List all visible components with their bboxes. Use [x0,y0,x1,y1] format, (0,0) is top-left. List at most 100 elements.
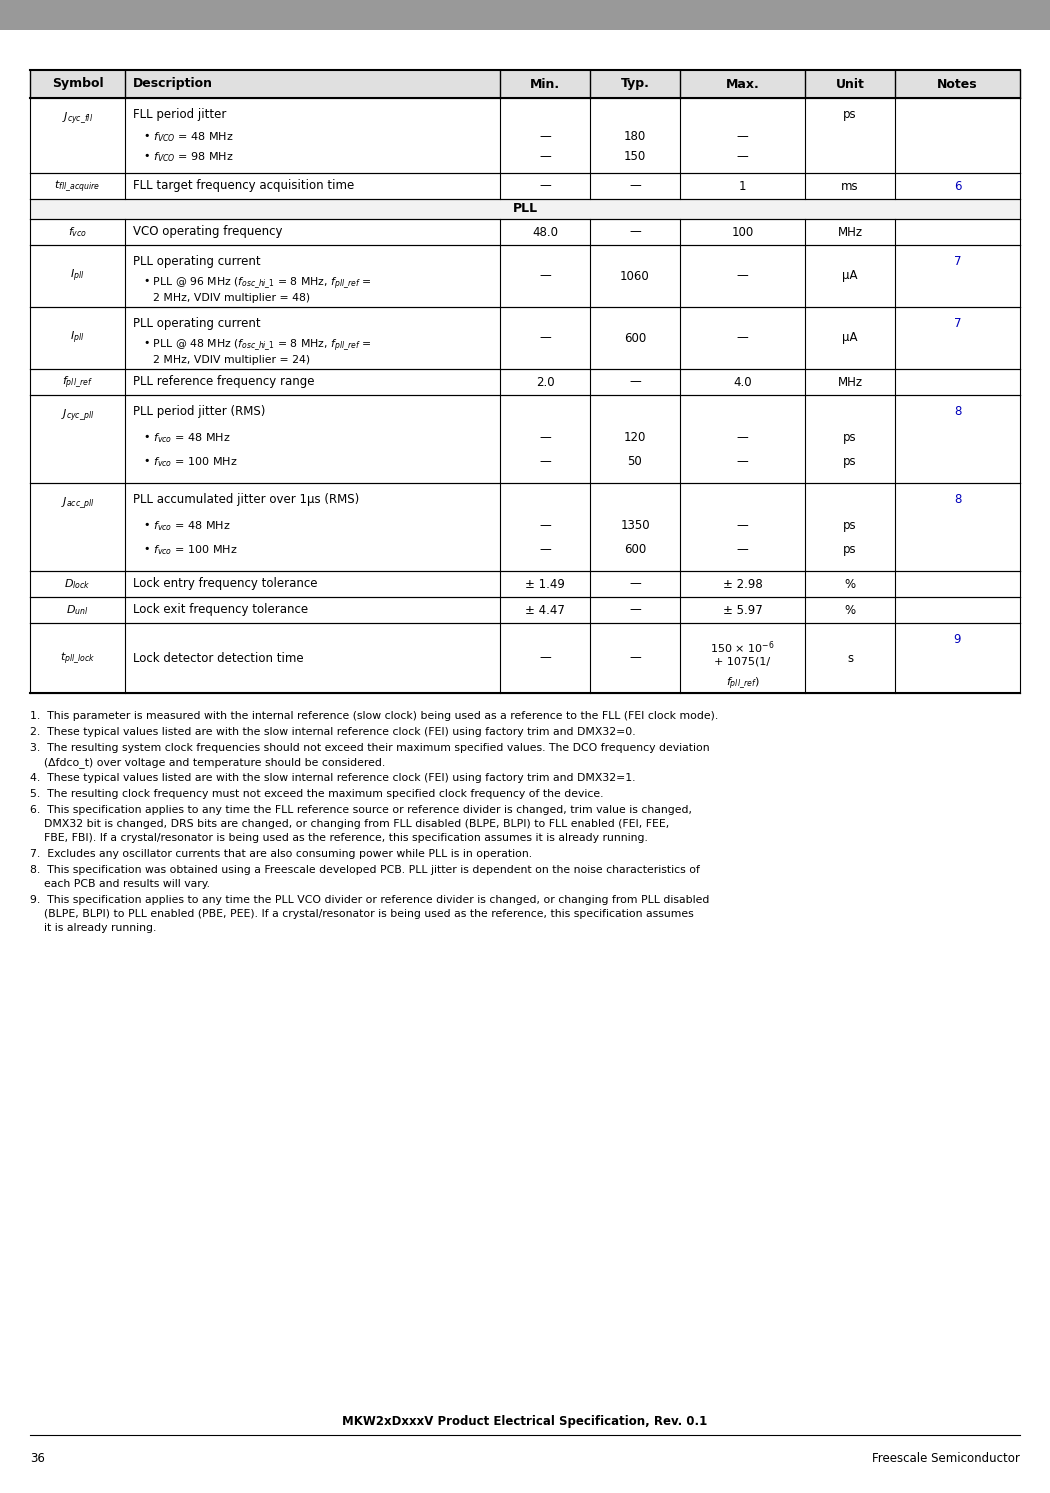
Text: ps: ps [843,107,857,121]
Text: 1350: 1350 [621,520,650,532]
Text: ps: ps [843,520,857,532]
Text: each PCB and results will vary.: each PCB and results will vary. [30,879,210,888]
Text: FLL period jitter: FLL period jitter [133,107,227,121]
Text: DMX32 bit is changed, DRS bits are changed, or changing from FLL disabled (BLPE,: DMX32 bit is changed, DRS bits are chang… [30,820,669,829]
Text: Description: Description [133,78,213,91]
Text: 2 MHz, VDIV multiplier = 24): 2 MHz, VDIV multiplier = 24) [153,355,310,364]
Text: ps: ps [843,543,857,555]
Text: 36: 36 [30,1453,45,1465]
Text: —: — [737,520,749,532]
Text: 150 × 10$^{-6}$: 150 × 10$^{-6}$ [710,639,775,655]
Text: 6.  This specification applies to any time the FLL reference source or reference: 6. This specification applies to any tim… [30,805,692,815]
Text: $t_{pll\_lock}$: $t_{pll\_lock}$ [60,649,96,666]
Text: • $f_{vco}$ = 48 MHz: • $f_{vco}$ = 48 MHz [143,431,230,445]
Text: $f_{pll\_ref}$): $f_{pll\_ref}$) [726,675,759,691]
Text: —: — [539,130,551,143]
Text: • $f_{vco}$ = 48 MHz: • $f_{vco}$ = 48 MHz [143,520,230,533]
Text: —: — [539,455,551,467]
Text: 48.0: 48.0 [532,225,558,239]
Text: it is already running.: it is already running. [30,923,156,933]
Text: —: — [539,520,551,532]
Text: 6: 6 [953,179,961,193]
Text: —: — [737,331,749,345]
Text: Unit: Unit [836,78,864,91]
Text: 8: 8 [953,405,961,418]
Text: —: — [737,543,749,555]
Text: PLL reference frequency range: PLL reference frequency range [133,376,315,388]
Text: MHz: MHz [838,376,862,388]
Text: PLL operating current: PLL operating current [133,255,260,269]
Text: —: — [737,431,749,443]
Text: Typ.: Typ. [621,78,650,91]
Text: ps: ps [843,455,857,467]
Text: 8: 8 [953,493,961,506]
Text: $J_{cyc\_fll}$: $J_{cyc\_fll}$ [62,110,93,125]
Text: 5.  The resulting clock frequency must not exceed the maximum specified clock fr: 5. The resulting clock frequency must no… [30,788,604,799]
Text: —: — [629,376,640,388]
Text: + 1075(1/: + 1075(1/ [714,657,771,667]
Text: (BLPE, BLPI) to PLL enabled (PBE, PEE). If a crystal/resonator is being used as : (BLPE, BLPI) to PLL enabled (PBE, PEE). … [30,909,694,920]
Text: 600: 600 [624,543,646,555]
Text: —: — [629,578,640,591]
Text: Lock exit frequency tolerance: Lock exit frequency tolerance [133,603,308,617]
Text: —: — [737,130,749,143]
Text: MKW2xDxxxV Product Electrical Specification, Rev. 0.1: MKW2xDxxxV Product Electrical Specificat… [342,1415,708,1427]
Text: ps: ps [843,431,857,443]
Text: Lock detector detection time: Lock detector detection time [133,651,303,664]
Text: —: — [539,543,551,555]
Text: —: — [629,225,640,239]
Text: 600: 600 [624,331,646,345]
Text: 7: 7 [953,255,961,269]
Text: PLL period jitter (RMS): PLL period jitter (RMS) [133,405,266,418]
Text: • $f_{VCO}$ = 98 MHz: • $f_{VCO}$ = 98 MHz [143,149,234,164]
Text: 7: 7 [953,317,961,330]
Text: 9.  This specification applies to any time the PLL VCO divider or reference divi: 9. This specification applies to any tim… [30,894,710,905]
Text: PLL: PLL [512,203,538,215]
Text: $I_{pll}$: $I_{pll}$ [70,267,85,284]
Text: MHz: MHz [838,225,862,239]
Bar [0,0,1050,30]
Text: 4.  These typical values listed are with the slow internal reference clock (FEI): 4. These typical values listed are with … [30,773,635,782]
Text: $J_{acc\_pll}$: $J_{acc\_pll}$ [61,496,94,511]
Text: Max.: Max. [726,78,759,91]
Text: —: — [737,455,749,467]
Text: ± 4.47: ± 4.47 [525,603,565,617]
Text: 4.0: 4.0 [733,376,752,388]
Text: 9: 9 [953,633,961,646]
Text: 100: 100 [732,225,754,239]
Text: —: — [539,331,551,345]
Text: —: — [539,651,551,664]
Text: Notes: Notes [938,78,978,91]
Text: Lock entry frequency tolerance: Lock entry frequency tolerance [133,578,317,591]
Text: Symbol: Symbol [51,78,103,91]
Text: PLL operating current: PLL operating current [133,317,260,330]
Text: %: % [844,603,856,617]
Text: 1.  This parameter is measured with the internal reference (slow clock) being us: 1. This parameter is measured with the i… [30,711,718,721]
Text: μA: μA [842,331,858,345]
Text: Freescale Semiconductor: Freescale Semiconductor [873,1453,1020,1465]
Text: ms: ms [841,179,859,193]
Text: —: — [539,270,551,282]
Text: • PLL @ 48 MHz ($f_{osc\_hi\_1}$ = 8 MHz, $f_{pll\_ref}$ =: • PLL @ 48 MHz ($f_{osc\_hi\_1}$ = 8 MHz… [143,337,372,352]
Text: 2 MHz, VDIV multiplier = 48): 2 MHz, VDIV multiplier = 48) [153,293,310,303]
Text: • $f_{vco}$ = 100 MHz: • $f_{vco}$ = 100 MHz [143,455,237,469]
Text: VCO operating frequency: VCO operating frequency [133,225,282,239]
Text: $f_{vco}$: $f_{vco}$ [68,225,87,239]
Text: s: s [847,651,853,664]
Text: • $f_{vco}$ = 100 MHz: • $f_{vco}$ = 100 MHz [143,543,237,557]
Text: ± 1.49: ± 1.49 [525,578,565,591]
Text: —: — [629,179,640,193]
Text: 1060: 1060 [621,270,650,282]
Text: 2.0: 2.0 [536,376,554,388]
Text: $D_{lock}$: $D_{lock}$ [64,578,90,591]
Text: 1: 1 [739,179,747,193]
Text: —: — [737,149,749,163]
Text: Min.: Min. [530,78,560,91]
Text: 3.  The resulting system clock frequencies should not exceed their maximum speci: 3. The resulting system clock frequencie… [30,744,710,752]
Text: • PLL @ 96 MHz ($f_{osc\_hi\_1}$ = 8 MHz, $f_{pll\_ref}$ =: • PLL @ 96 MHz ($f_{osc\_hi\_1}$ = 8 MHz… [143,275,372,291]
Text: FLL target frequency acquisition time: FLL target frequency acquisition time [133,179,354,193]
Text: $t_{fll\_acquire}$: $t_{fll\_acquire}$ [55,178,101,194]
Bar [30,70,1020,99]
Text: FBE, FBI). If a crystal/resonator is being used as the reference, this specifica: FBE, FBI). If a crystal/resonator is bei… [30,833,648,844]
Text: —: — [629,603,640,617]
